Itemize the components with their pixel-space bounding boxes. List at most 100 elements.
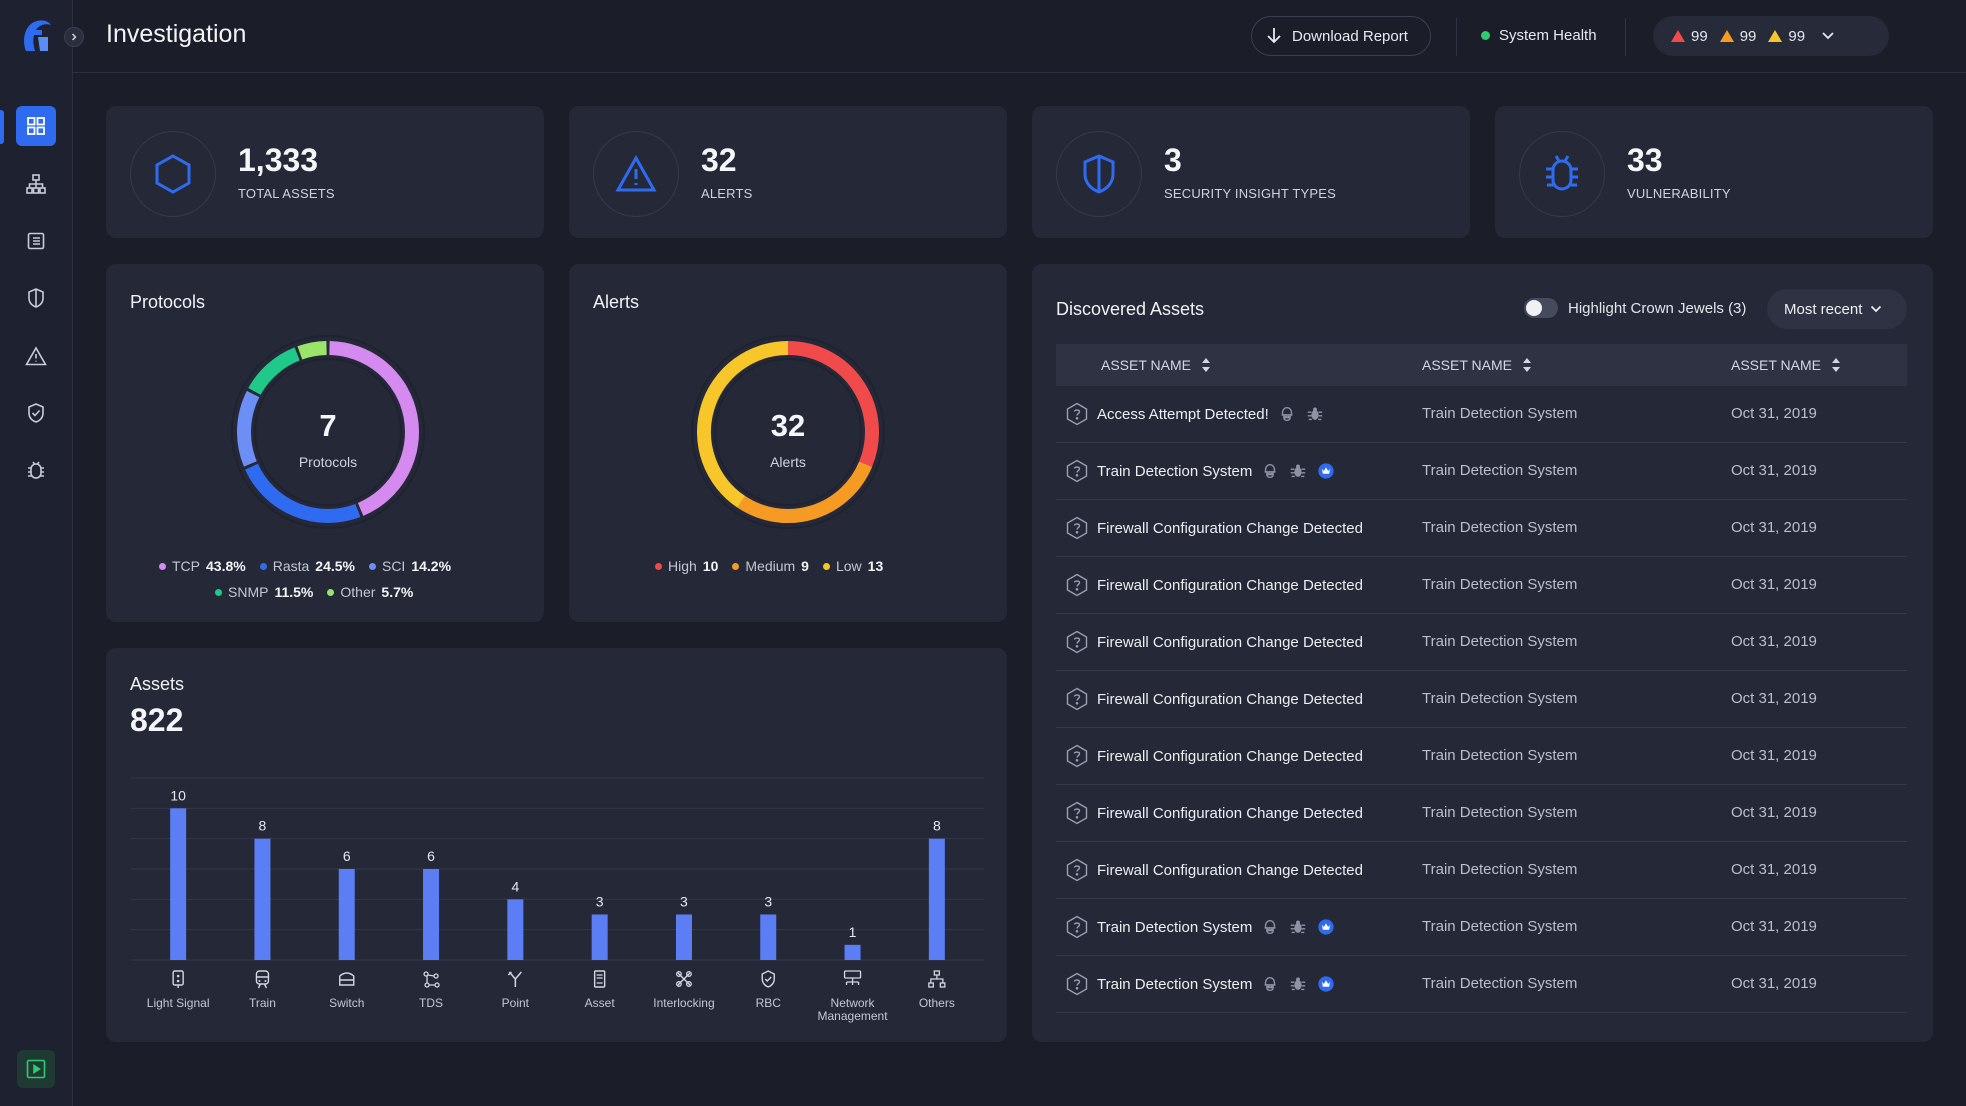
nav-alerts[interactable] [16, 336, 56, 376]
table-row[interactable]: Firewall Configuration Change Detected T… [1056, 614, 1907, 671]
bar-network-management[interactable] [844, 944, 861, 960]
table-row[interactable]: Firewall Configuration Change Detected T… [1056, 671, 1907, 728]
toggle-label: Highlight Crown Jewels (3) [1568, 299, 1747, 317]
asset-name-cell: Firewall Configuration Change Detected [1065, 573, 1363, 597]
bar-train[interactable] [254, 838, 271, 960]
table-row[interactable]: Firewall Configuration Change Detected T… [1056, 500, 1907, 557]
table-row[interactable]: Firewall Configuration Change Detected T… [1056, 728, 1907, 785]
donut-center-label: Alerts [770, 454, 806, 470]
table-row[interactable]: Firewall Configuration Change Detected T… [1056, 842, 1907, 899]
asset-name[interactable]: Firewall Configuration Change Detected [1097, 747, 1363, 765]
asset-name[interactable]: Firewall Configuration Change Detected [1097, 861, 1363, 879]
protocols-legend: TCP 43.8% Rasta 24.5% SCI 14.2% [159, 558, 451, 574]
chevron-down-icon [1822, 32, 1834, 40]
asset-name[interactable]: Firewall Configuration Change Detected [1097, 690, 1363, 708]
protocol-rasta-segment[interactable] [245, 463, 361, 523]
alerts-legend: High 10 Medium 9 Low 13 [655, 558, 883, 574]
download-report-button[interactable]: Download Report [1251, 16, 1431, 56]
table-row[interactable]: Firewall Configuration Change Detected T… [1056, 785, 1907, 842]
system-cell: Train Detection System [1422, 519, 1578, 536]
signal-icon [172, 970, 184, 988]
stat-card-alerts[interactable]: 32 ALERTS [569, 106, 1007, 238]
nav-insights[interactable] [16, 393, 56, 433]
unknown-asset-hexagon-icon [1065, 573, 1089, 597]
alert-low-segment[interactable] [697, 341, 789, 508]
hacker-icon [1277, 404, 1297, 424]
nav-security[interactable] [16, 278, 56, 318]
donut-center-value: 32 [770, 408, 806, 443]
nav-topology[interactable] [16, 164, 56, 204]
table-row[interactable]: Train Detection System Train Detection S… [1056, 899, 1907, 956]
assets-chart-card: Assets 822 10 Light Signal 8 Train 6 Switch 6 T… [106, 648, 1007, 1042]
asset-name[interactable]: Train Detection System [1097, 918, 1253, 936]
bar-switch[interactable] [338, 869, 355, 960]
protocols-legend-row2: SNMP 11.5% Other 5.7% [215, 584, 413, 600]
switch-icon [339, 972, 355, 986]
list-icon [27, 232, 45, 250]
legend-item-medium: Medium 9 [732, 558, 809, 574]
play-panel-icon [26, 1059, 46, 1079]
alert-high-segment[interactable] [787, 341, 879, 467]
system-cell: Train Detection System [1422, 747, 1578, 764]
bar-point[interactable] [507, 899, 524, 960]
point-icon [507, 971, 522, 987]
asset-name[interactable]: Firewall Configuration Change Detected [1097, 576, 1363, 594]
stat-card-security-insights[interactable]: 3 SECURITY INSIGHT TYPES [1032, 106, 1470, 238]
page-title: Investigation [106, 20, 247, 48]
bar-rbc[interactable] [760, 914, 777, 961]
column-header-asset-name[interactable]: ASSET NAME [1101, 357, 1211, 373]
bar-asset[interactable] [591, 914, 608, 961]
asset-name[interactable]: Firewall Configuration Change Detected [1097, 633, 1363, 651]
asset-name[interactable]: Access Attempt Detected! [1097, 405, 1269, 423]
table-row[interactable]: Firewall Configuration Change Detected T… [1056, 557, 1907, 614]
system-health-label: System Health [1499, 27, 1597, 44]
spartan-helmet-logo-icon[interactable] [20, 17, 54, 55]
table-row[interactable]: Train Detection System Train Detection S… [1056, 443, 1907, 500]
asset-name[interactable]: Train Detection System [1097, 975, 1253, 993]
asset-name[interactable]: Train Detection System [1097, 462, 1253, 480]
bar-others[interactable] [928, 838, 945, 960]
expand-sidebar-button[interactable] [64, 27, 84, 47]
highlight-crown-jewels-toggle[interactable]: Highlight Crown Jewels (3) [1524, 298, 1746, 318]
asset-name[interactable]: Firewall Configuration Change Detected [1097, 519, 1363, 537]
system-health-indicator[interactable]: System Health [1481, 27, 1597, 44]
bar-tds[interactable] [423, 869, 440, 960]
table-row[interactable]: Access Attempt Detected! Train Detection… [1056, 386, 1907, 443]
nav-dashboard[interactable] [16, 106, 56, 146]
warning-icon [615, 155, 657, 192]
table-row[interactable]: Train Detection System Train Detection S… [1056, 956, 1907, 1013]
sort-dropdown[interactable]: Most recent [1767, 289, 1907, 329]
stat-card-total-assets[interactable]: 1,333 TOTAL ASSETS [106, 106, 544, 238]
shield-icon [1083, 154, 1115, 194]
toggle-switch[interactable] [1524, 298, 1558, 318]
bug-icon [1546, 155, 1578, 191]
protocol-other-segment[interactable] [297, 341, 327, 360]
warning-icon [25, 346, 47, 366]
alert-summary-dropdown[interactable]: 99 99 99 [1653, 16, 1889, 56]
legend-item-snmp: SNMP 11.5% [215, 584, 313, 600]
bar-light-signal[interactable] [170, 808, 187, 960]
panel-toggle-button[interactable] [17, 1050, 55, 1088]
nav-list[interactable] [16, 221, 56, 261]
asset-name-cell: Firewall Configuration Change Detected [1065, 516, 1363, 540]
sort-arrows-icon [1523, 358, 1531, 372]
legend-item-low: Low 13 [822, 558, 883, 574]
stat-value: 3 [1164, 142, 1182, 178]
column-header-system[interactable]: ASSET NAME [1422, 357, 1532, 373]
asset-name[interactable]: Firewall Configuration Change Detected [1097, 804, 1363, 822]
stat-card-vulnerability[interactable]: 33 VULNERABILITY [1495, 106, 1933, 238]
column-header-date[interactable]: ASSET NAME [1731, 357, 1841, 373]
stat-icon-ring [1056, 131, 1142, 217]
crown-icon [1316, 974, 1336, 994]
sort-arrows-icon [1202, 358, 1210, 372]
protocol-snmp-segment[interactable] [248, 347, 300, 396]
nav-vulnerabilities[interactable] [16, 450, 56, 490]
protocol-sci-segment[interactable] [237, 390, 260, 467]
assets-total-value: 822 [130, 702, 184, 738]
medium-alert-count: 99 [1768, 28, 1805, 45]
alert-medium-segment[interactable] [737, 461, 873, 523]
bar-interlocking[interactable] [675, 914, 692, 961]
category-label: Interlocking [653, 996, 714, 1010]
donut-center-value: 7 [319, 408, 337, 443]
protocol-tcp-segment[interactable] [329, 341, 419, 516]
